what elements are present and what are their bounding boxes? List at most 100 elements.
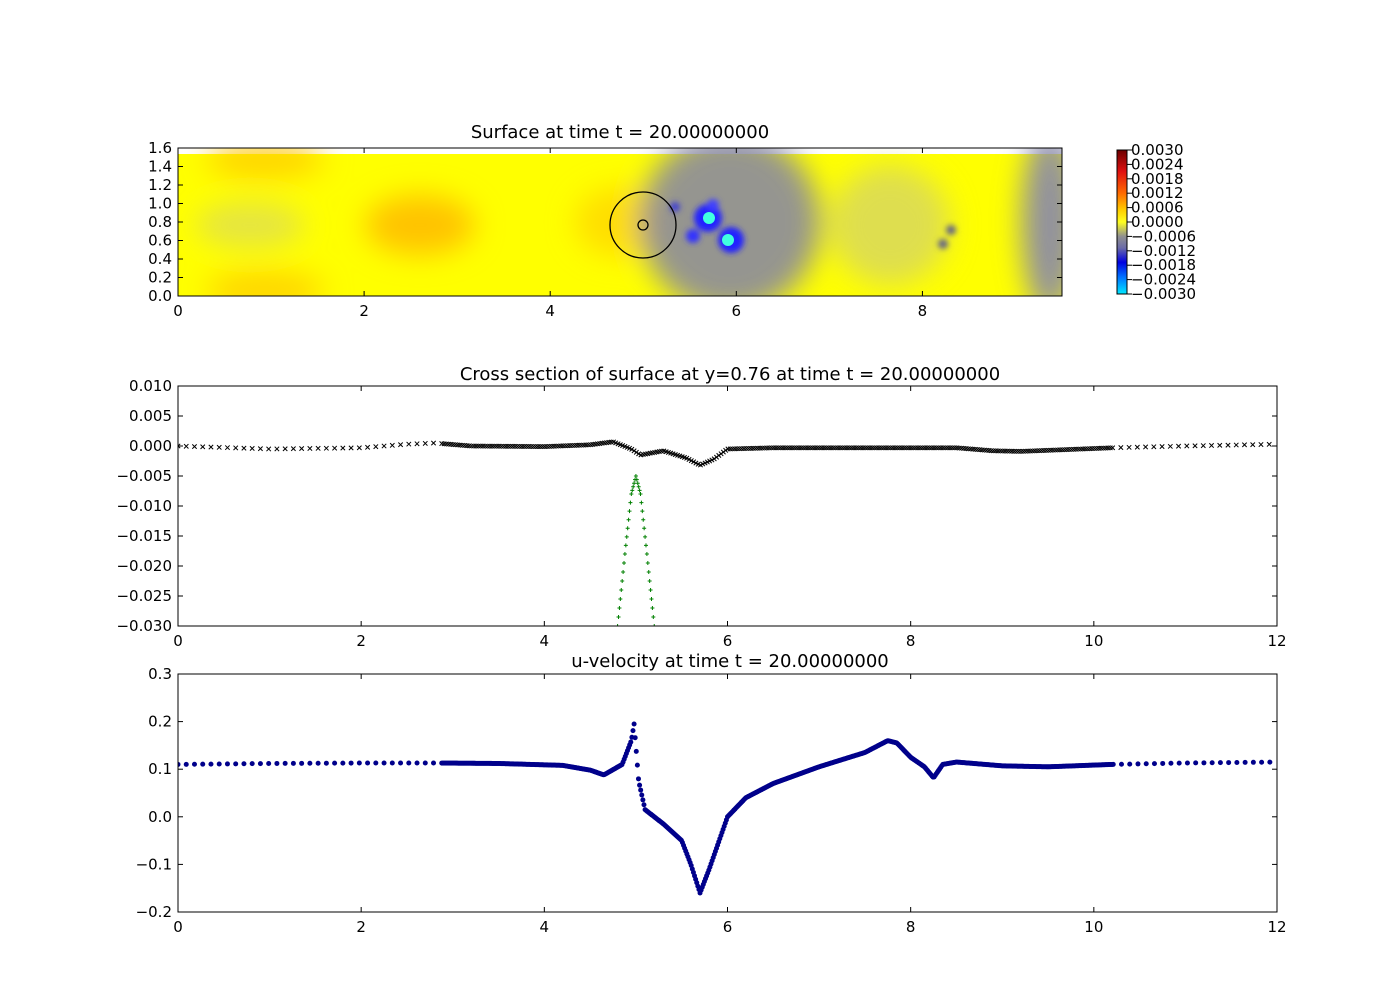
- u-velocity-point: [356, 760, 362, 766]
- bathymetry-point: [644, 552, 649, 556]
- u-velocity-point: [1217, 760, 1223, 766]
- u-velocity-point: [1118, 761, 1124, 767]
- bathymetry-point: [620, 579, 625, 583]
- cross-section-point: [340, 445, 346, 451]
- cross-section-point: [484, 443, 491, 449]
- u-velocity-frame: [177, 673, 1278, 913]
- u-velocity-point: [1135, 761, 1141, 767]
- colorbar-tick-label: 0.0018: [1131, 170, 1184, 188]
- u-velocity-point: [1259, 759, 1265, 765]
- cross-section-point: [1258, 441, 1264, 448]
- cross-section-point: [869, 445, 875, 451]
- u-velocity-point: [257, 761, 263, 767]
- u-velocity-axes: 0 2 4 6 8 10 12 0.3 0.2 0.1 0.0 −0.1 −0.2: [136, 665, 1287, 936]
- cross-section-point: [826, 445, 832, 451]
- cross-section-point: [823, 445, 829, 451]
- cross-section-point: [491, 443, 497, 449]
- cross-section-point: [926, 445, 932, 451]
- u-velocity-point: [178, 761, 181, 767]
- bathymetry-point: [628, 500, 633, 505]
- cross-section-point: [933, 445, 939, 451]
- bathymetry-point: [625, 526, 630, 531]
- cross-section-point: [537, 444, 543, 450]
- cross-section-point: [1143, 444, 1149, 450]
- bathymetry-point: [641, 517, 646, 522]
- u-velocity-point: [1250, 759, 1256, 765]
- cross-section-point: [938, 445, 944, 451]
- u-velocity-point: [315, 760, 321, 766]
- u-velocity-point: [1242, 759, 1248, 765]
- cross-section-point: [530, 443, 536, 450]
- u-velocity-point: [365, 760, 371, 766]
- u-velocity-point: [631, 721, 637, 727]
- cross-section-point: [906, 445, 912, 451]
- bathymetry-point: [643, 534, 648, 539]
- colorbar-tick-label: 0.0000: [1131, 213, 1184, 231]
- cross-section-point: [920, 445, 926, 451]
- u-velocity-point: [414, 760, 420, 766]
- cross-section-point: [406, 441, 412, 447]
- u-velocity-point: [634, 762, 640, 768]
- cross-section-point: [816, 445, 823, 451]
- cross-section-point: [633, 449, 639, 455]
- cross-section-point: [940, 445, 946, 451]
- cross-section-point: [828, 445, 834, 451]
- cross-section-point: [876, 445, 882, 451]
- u-velocity-point: [1209, 760, 1215, 766]
- cross-section-point: [778, 445, 784, 451]
- u-velocity-point: [1160, 760, 1166, 766]
- u-velocity-point: [640, 797, 646, 803]
- cross-section-point: [489, 443, 495, 449]
- colorbar-tick-label: −0.0024: [1131, 271, 1196, 289]
- cross-section-point: [503, 443, 509, 449]
- cross-section-point: [805, 445, 811, 451]
- cross-section-point: [1159, 444, 1165, 450]
- cross-section-point: [332, 445, 338, 451]
- cross-section-point: [266, 446, 272, 452]
- cross-section-point: [855, 445, 862, 451]
- cross-section-ytick-label: 0.010: [129, 377, 172, 395]
- cross-section-point: [1208, 442, 1215, 449]
- u-velocity-ytick-label: 0.1: [148, 760, 172, 778]
- u-velocity-point: [637, 782, 643, 788]
- heatmap-ytick-label: 1.2: [148, 176, 172, 194]
- cross-section-point: [1200, 443, 1206, 449]
- cross-section-point: [224, 445, 231, 451]
- cross-section-point: [780, 445, 786, 451]
- u-velocity-point: [274, 760, 280, 766]
- cross-section-point: [282, 446, 288, 452]
- cross-section-point: [517, 443, 523, 449]
- cross-section-point: [897, 445, 903, 451]
- cross-section-point: [414, 441, 420, 447]
- cross-section-point: [890, 445, 896, 451]
- u-velocity-point: [1110, 761, 1116, 767]
- cross-section-xtick-label: 10: [1084, 632, 1103, 650]
- u-velocity-ytick-label: 0.2: [148, 713, 172, 731]
- cross-section-ytick-label: 0.000: [129, 437, 172, 455]
- cross-section-point: [910, 445, 916, 451]
- colorbar-ticks: 0.00300.00240.00180.00120.00060.0000−0.0…: [1127, 141, 1196, 303]
- bathymetry-point: [615, 624, 620, 626]
- u-velocity-point: [633, 748, 639, 754]
- cross-section-point: [894, 445, 900, 451]
- cross-section-point: [348, 445, 354, 451]
- heatmap-ytick-label: 0.2: [148, 269, 172, 287]
- cross-section-point: [1118, 445, 1124, 451]
- colorbar-tick-label: 0.0006: [1131, 199, 1184, 217]
- cross-section-point: [945, 445, 951, 451]
- bathymetry-point: [630, 488, 635, 493]
- heatmap-ytick-label: 0.8: [148, 213, 172, 231]
- cross-section-point: [233, 445, 239, 451]
- u-velocity-point: [638, 787, 644, 793]
- bathymetry-point: [631, 484, 636, 489]
- cross-section-point: [299, 446, 305, 452]
- heatmap-field: [178, 148, 1062, 296]
- cross-section-point: [521, 443, 527, 449]
- u-velocity-point: [290, 760, 296, 766]
- bathymetry-point: [634, 477, 639, 482]
- cross-section-xtick-label: 4: [540, 632, 550, 650]
- cross-section-point: [924, 445, 930, 451]
- cross-section-xtick-label: 0: [173, 632, 183, 650]
- colorbar-tick-label: −0.0018: [1131, 256, 1196, 274]
- cross-section-point: [947, 445, 953, 451]
